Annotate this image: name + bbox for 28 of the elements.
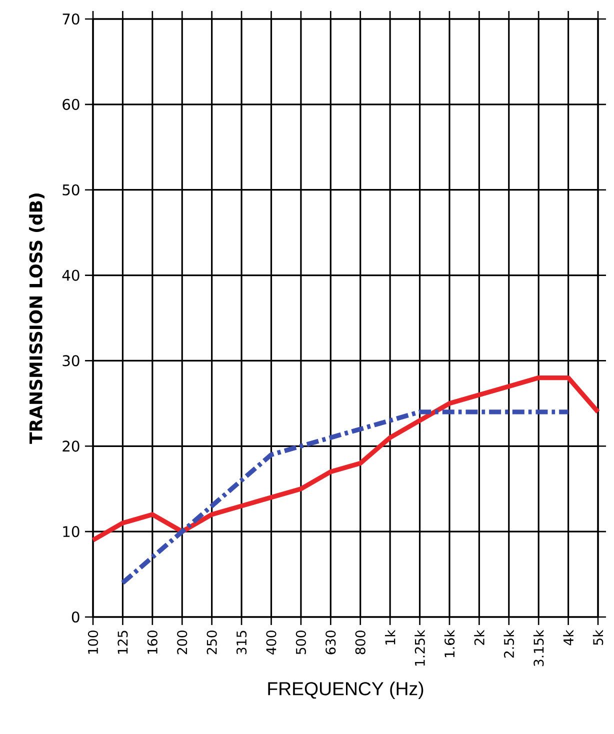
x-tick-label: 2.5k xyxy=(504,630,514,658)
x-tick-label: 125 xyxy=(118,630,128,654)
y-axis-title: TRANSMISSION LOSS (dB) xyxy=(29,194,44,444)
y-tick-label: 50 xyxy=(62,184,80,196)
x-tick-label: 400 xyxy=(266,630,276,655)
x-tick-label: 100 xyxy=(88,630,98,654)
x-tick-label: 3.15k xyxy=(533,630,544,666)
y-tick-label: 30 xyxy=(62,355,80,366)
y-tick-label: 70 xyxy=(62,13,80,25)
y-tick-label: 0 xyxy=(72,611,80,623)
x-tick-label: 5k xyxy=(592,630,604,645)
x-tick-label: 630 xyxy=(326,630,336,654)
x-tick-label: 315 xyxy=(236,630,247,654)
x-tick-label: 4k xyxy=(563,630,574,646)
y-tick-label: 20 xyxy=(62,440,80,452)
x-tick-label: 800 xyxy=(355,630,366,654)
x-axis-title: FREQUENCY (Hz) xyxy=(268,682,424,699)
x-tick-label: 500 xyxy=(296,630,306,654)
y-tick-label: 40 xyxy=(62,270,80,281)
x-tick-label: 200 xyxy=(177,630,188,654)
x-tick-label: 2k xyxy=(474,630,484,645)
x-tick-label: 1.6k xyxy=(444,630,455,658)
x-tick-label: 160 xyxy=(147,630,158,654)
y-tick-label: 60 xyxy=(62,98,80,110)
x-tick-label: 250 xyxy=(206,630,217,654)
x-tick-label: 1.25k xyxy=(414,630,425,666)
x-tick-label: 1k xyxy=(384,630,396,644)
y-tick-label: 10 xyxy=(63,526,80,538)
